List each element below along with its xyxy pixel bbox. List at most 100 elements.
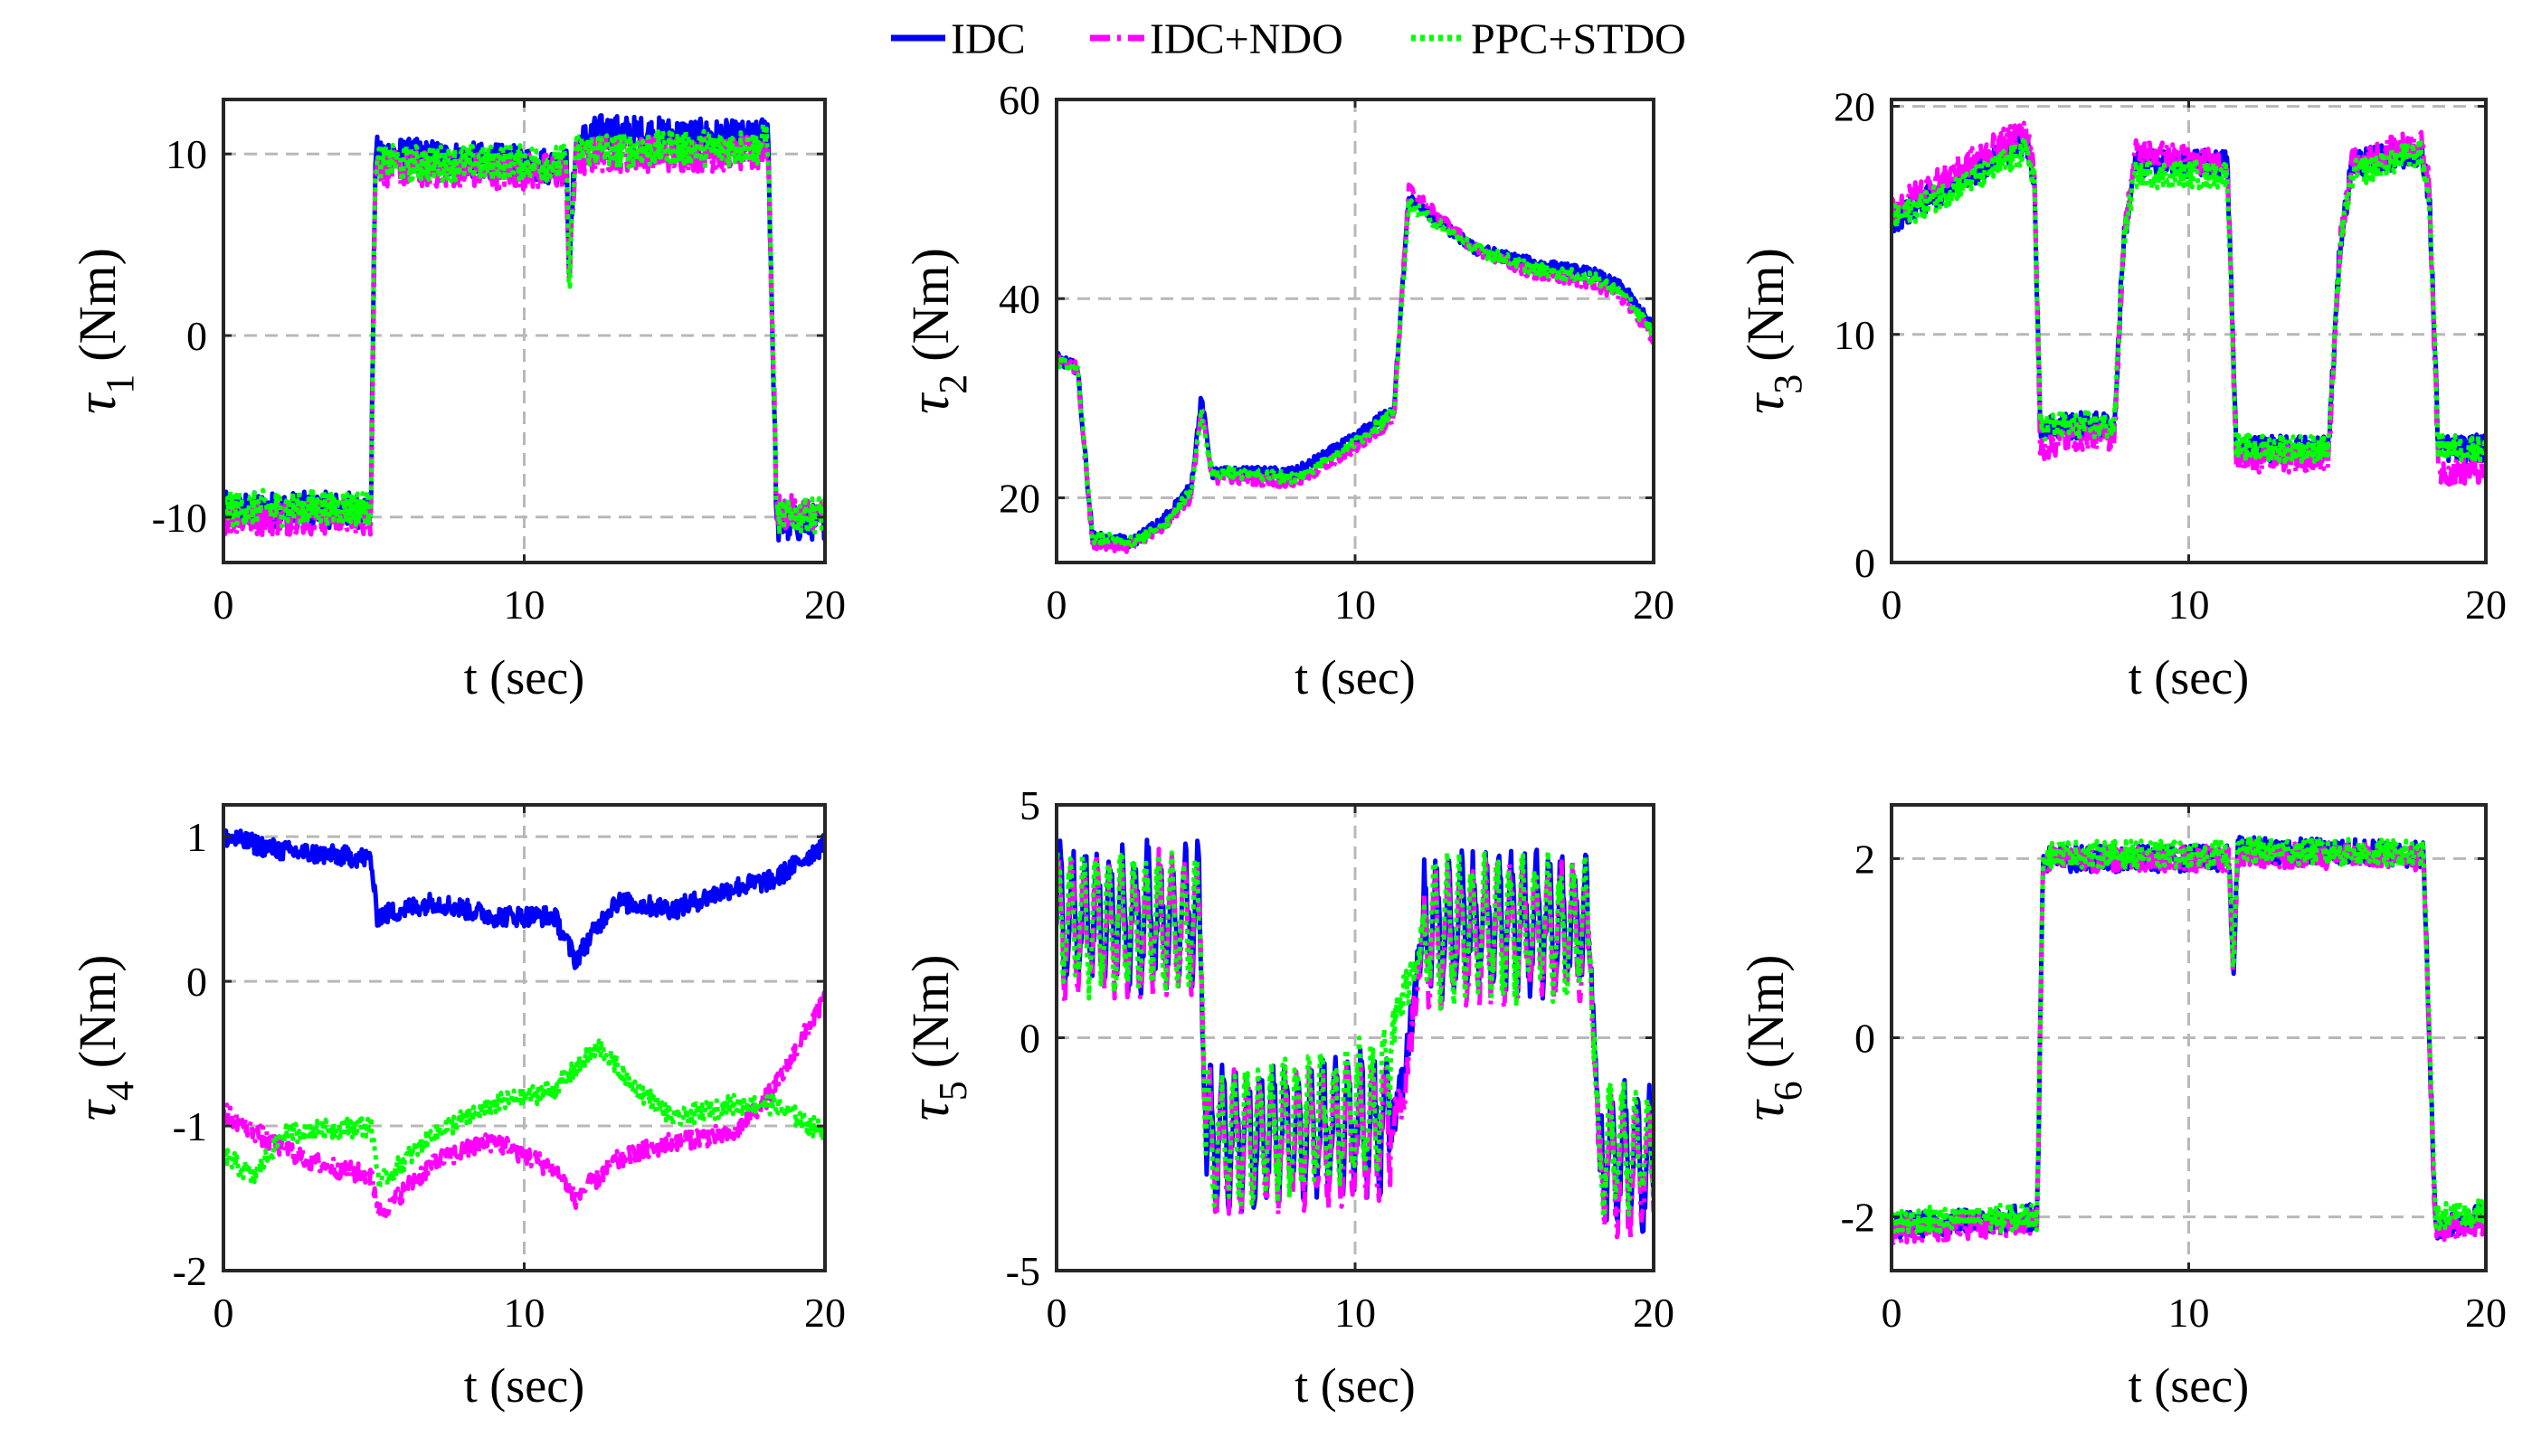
y-label-subscript: 5: [931, 1081, 975, 1101]
x-tick-label: 10: [504, 1290, 545, 1336]
legend-label: IDC: [951, 15, 1026, 63]
panel-tau2: 0 10 20 20 40 60 t (sec) τ2 (Nm): [899, 77, 1674, 704]
y-label-unit: (Nm): [68, 955, 127, 1069]
y-tick-label: 20: [1834, 84, 1875, 130]
x-tick-label: 10: [1334, 1290, 1376, 1336]
series-group: [223, 113, 825, 543]
y-label-symbol: τ: [66, 392, 128, 414]
series-line-ppc-stdo: [223, 121, 825, 537]
x-tick-label: 10: [1334, 581, 1376, 628]
y-axis-label: τ6 (Nm): [1734, 955, 1810, 1121]
y-tick-label: 5: [1019, 782, 1040, 828]
x-tick-label: 20: [1633, 1290, 1674, 1336]
y-tick-label: -5: [1006, 1248, 1040, 1294]
y-axis-label-text: τ3 (Nm): [1734, 248, 1810, 414]
y-axis-label: τ3 (Nm): [1734, 248, 1810, 414]
x-tick-label: 20: [1633, 581, 1674, 628]
x-tick-label: 0: [213, 1290, 234, 1336]
y-label-subscript: 1: [98, 374, 142, 394]
y-axis-label: τ4 (Nm): [66, 955, 142, 1121]
legend-item-idc-ndo: IDC+NDO: [1090, 15, 1343, 63]
panel-tau6: 0 10 20 -2 0 2 t (sec) τ6 (Nm): [1734, 803, 2507, 1413]
y-label-unit: (Nm): [1736, 955, 1795, 1069]
legend-label: PPC+STDO: [1471, 15, 1686, 63]
x-tick-label: 0: [213, 581, 234, 628]
y-label-symbol: τ: [1734, 1098, 1796, 1120]
x-axis-label: t (sec): [464, 1358, 584, 1413]
y-tick-label: 40: [999, 276, 1040, 322]
panel-tau3: 0 10 20 0 10 20 t (sec) τ3 (Nm): [1734, 84, 2507, 704]
y-label-unit: (Nm): [68, 248, 127, 362]
y-tick-label: 60: [999, 77, 1040, 123]
y-label-unit: (Nm): [901, 248, 960, 362]
y-axis-label-text: τ6 (Nm): [1734, 955, 1810, 1121]
series-group: [1892, 834, 2486, 1245]
y-label-subscript: 4: [98, 1081, 142, 1101]
y-axis-label: τ5 (Nm): [899, 955, 975, 1121]
series-line-ppc-stdo: [223, 1038, 825, 1191]
y-label-symbol: τ: [899, 392, 961, 414]
x-tick-label: 10: [2168, 1290, 2210, 1336]
y-tick-label: 0: [1854, 540, 1875, 586]
x-axis-label: t (sec): [1294, 1358, 1415, 1413]
x-axis-label: t (sec): [464, 650, 584, 704]
x-axis-label: t (sec): [2129, 1358, 2249, 1413]
y-tick-label: -10: [152, 495, 207, 541]
y-axis-label-text: τ4 (Nm): [66, 955, 142, 1121]
series-line-idc-ndo: [1892, 120, 2486, 487]
series-line-ppc-stdo: [1892, 834, 2486, 1236]
x-tick-label: 10: [2168, 581, 2210, 628]
series-line-ppc-stdo: [1892, 136, 2486, 465]
x-tick-label: 0: [1047, 1290, 1067, 1336]
x-tick-label: 10: [504, 581, 545, 628]
x-tick-label: 0: [1047, 581, 1067, 628]
legend-label: IDC+NDO: [1150, 15, 1343, 63]
y-tick-label: -1: [173, 1103, 207, 1149]
x-tick-label: 0: [1882, 1290, 1902, 1336]
y-tick-label: 0: [186, 313, 207, 359]
y-label-subscript: 2: [931, 374, 975, 394]
y-tick-label: 10: [1834, 312, 1875, 358]
series-group: [1057, 837, 1654, 1243]
y-tick-label: 0: [1854, 1016, 1875, 1062]
y-axis-label-text: τ5 (Nm): [899, 955, 975, 1121]
y-label-subscript: 3: [1766, 374, 1810, 394]
y-label-symbol: τ: [66, 1098, 128, 1120]
series-group: [1057, 182, 1654, 554]
x-axis-label: t (sec): [2129, 650, 2249, 704]
panel-tau4: 0 10 20 -2 -1 0 1 t (sec) τ4 (Nm): [66, 803, 846, 1413]
series-line-idc-ndo: [223, 133, 825, 538]
y-label-subscript: 6: [1766, 1081, 1810, 1101]
y-label-unit: (Nm): [901, 955, 960, 1069]
x-tick-label: 20: [804, 1290, 846, 1336]
series-line-idc-ndo: [223, 990, 825, 1221]
legend-item-ppc-stdo: PPC+STDO: [1411, 15, 1686, 63]
x-tick-label: 20: [2465, 1290, 2507, 1336]
legend-item-idc: IDC: [891, 15, 1026, 63]
y-tick-label: -2: [173, 1248, 207, 1294]
y-label-symbol: τ: [899, 1098, 961, 1120]
y-tick-label: -2: [1841, 1195, 1875, 1241]
y-label-symbol: τ: [1734, 392, 1796, 414]
y-axis-label-text: τ2 (Nm): [899, 248, 975, 414]
y-tick-label: 10: [166, 131, 207, 177]
y-axis-label: τ2 (Nm): [899, 248, 975, 414]
series-line-ppc-stdo: [1057, 849, 1654, 1219]
x-tick-label: 20: [2465, 581, 2507, 628]
x-axis-label: t (sec): [1294, 650, 1415, 704]
series-group: [223, 827, 825, 1221]
y-tick-label: 2: [1854, 836, 1875, 882]
y-axis-label: τ1 (Nm): [66, 248, 142, 414]
y-tick-label: 0: [186, 959, 207, 1005]
y-label-unit: (Nm): [1736, 248, 1795, 362]
y-axis-label-text: τ1 (Nm): [66, 248, 142, 414]
series-line-idc: [223, 827, 825, 970]
y-tick-label: 0: [1019, 1016, 1040, 1062]
series-line-ppc-stdo: [1057, 197, 1654, 550]
y-tick-label: 1: [186, 814, 207, 860]
x-tick-label: 20: [804, 581, 846, 628]
